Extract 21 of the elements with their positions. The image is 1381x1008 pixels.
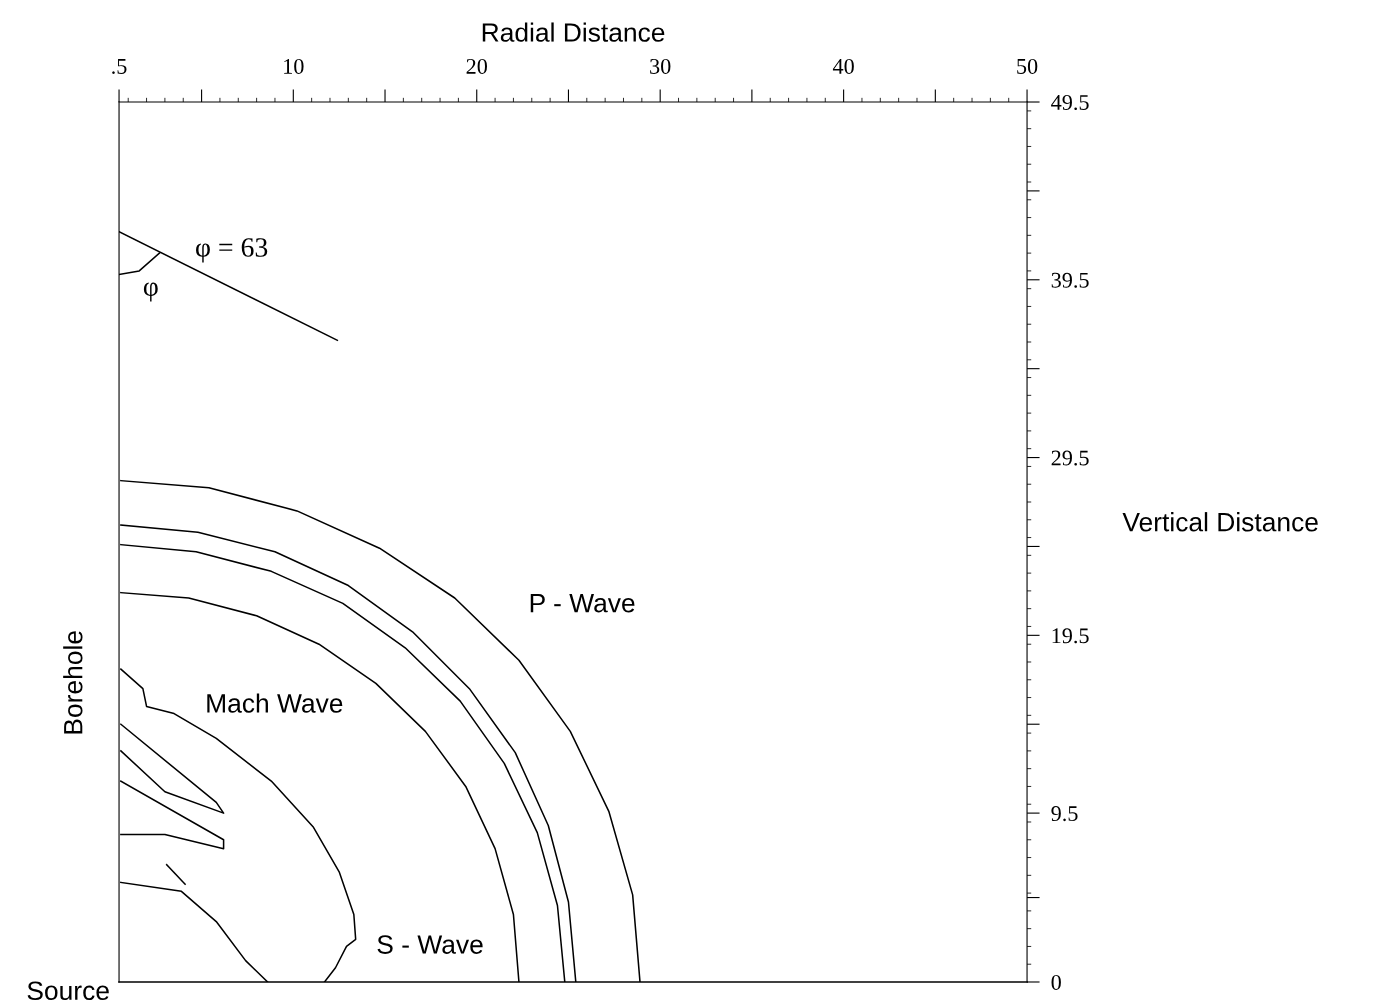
x-tick-label: 20 — [466, 58, 488, 74]
y-tick-label: 9.5 — [1051, 806, 1078, 822]
x-axis-title: Radial Distance — [482, 22, 665, 42]
x-tick-label: 50 — [1017, 58, 1038, 74]
y-tick-label: 49.5 — [1051, 95, 1089, 111]
x-tick-label: 10 — [284, 58, 304, 74]
y-tick-label: 0 — [1051, 974, 1061, 990]
x-tick-label: 40 — [832, 58, 854, 74]
text: Borehole — [63, 631, 83, 734]
annotation: φ — [143, 282, 158, 302]
x-tick-label: .5 — [112, 59, 127, 74]
y-axis-title: Vertical Distance — [1122, 512, 1318, 532]
annotation: S - Wave — [377, 935, 483, 954]
text: Source — [27, 981, 109, 1001]
annotation: P - Wave — [530, 594, 635, 613]
y-tick-label: 19.5 — [1052, 628, 1089, 644]
annotation: Mach Wave — [207, 693, 343, 713]
annotation: φ = 63 — [196, 238, 268, 263]
y-tick-label: 29.5 — [1051, 450, 1089, 466]
x-tick-label: 30 — [650, 58, 671, 74]
y-tick-label: 39.5 — [1051, 272, 1089, 288]
